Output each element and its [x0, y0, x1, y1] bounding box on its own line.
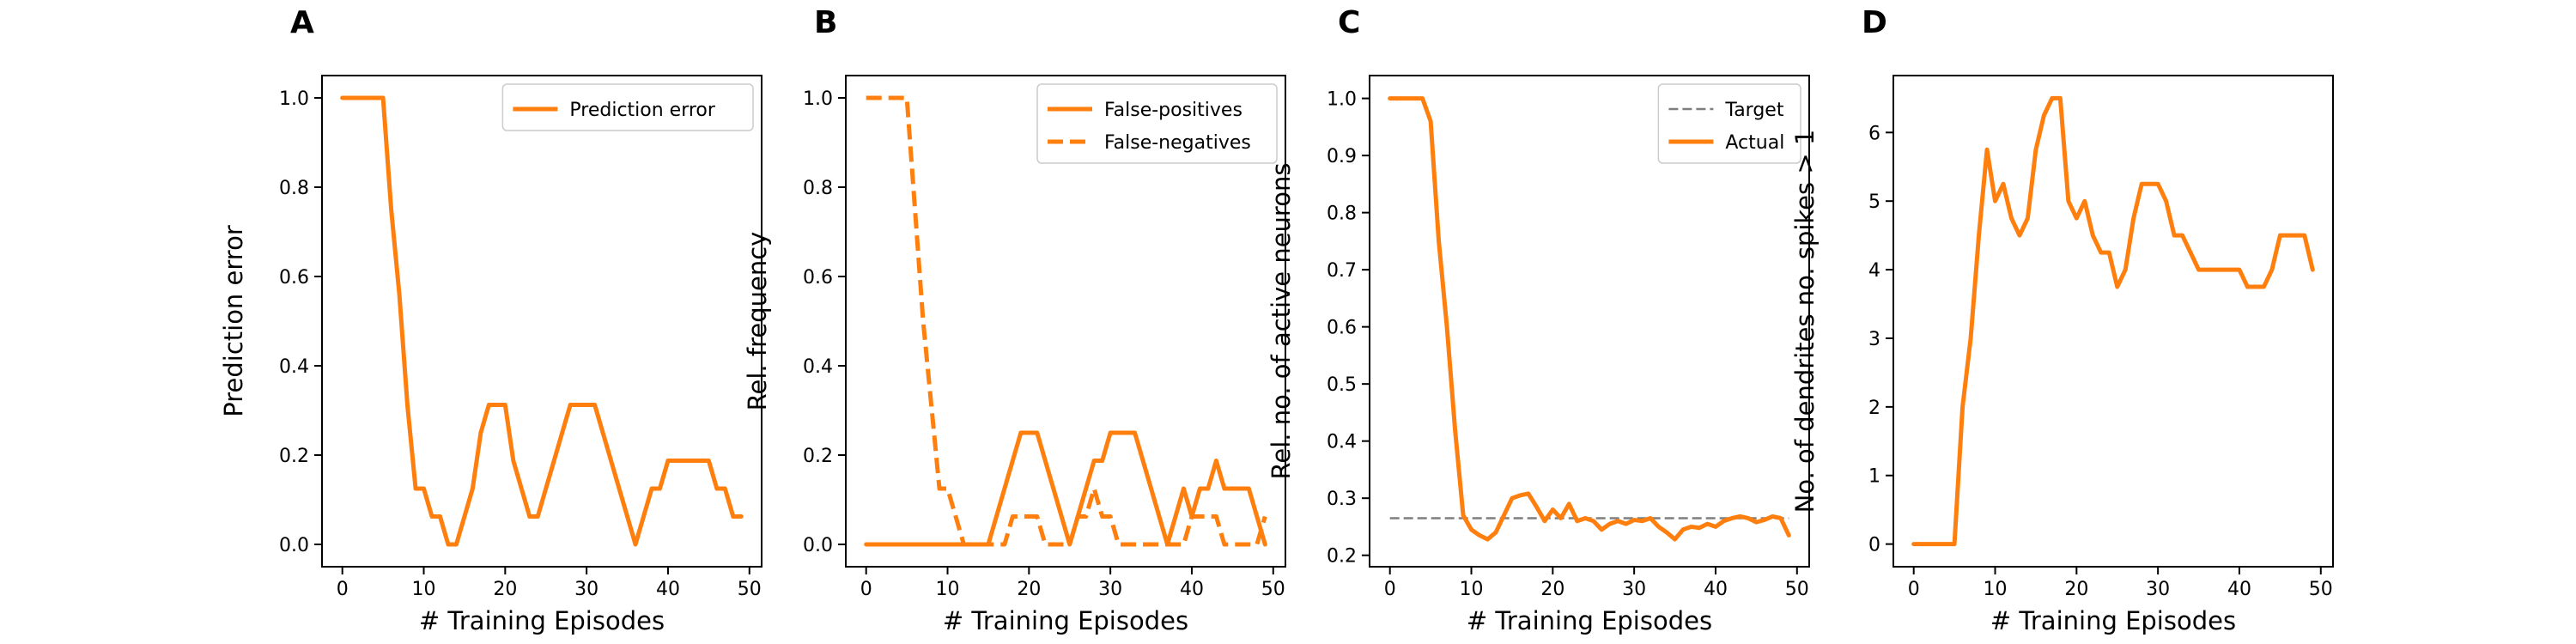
series-line-series: [1911, 95, 2315, 547]
legend-box: [1036, 83, 1278, 164]
y-tick-label: 0.7: [1327, 260, 1357, 282]
series-line-false-negatives: [866, 95, 1267, 547]
y-tick-label: 0.4: [279, 356, 309, 378]
y-tick-label: 5: [1868, 191, 1880, 213]
y-tick-label: 0.3: [1327, 489, 1357, 510]
x-tick-label: 40: [1704, 579, 1728, 600]
y-tick-label: 0.4: [1327, 432, 1357, 453]
legend: Prediction error: [501, 83, 754, 131]
legend: Target Actual: [1657, 83, 1801, 164]
y-axis-label: Prediction error: [219, 225, 248, 417]
y-tick-label: 0.0: [279, 535, 309, 556]
y-tick-label: 0.5: [1327, 374, 1357, 396]
x-tick-label: 30: [1622, 579, 1646, 600]
x-tick-label: 0: [337, 579, 349, 600]
y-tick-label: 0.8: [803, 178, 833, 199]
x-tick-label: 40: [1180, 579, 1204, 600]
series-line-false-positives: [864, 430, 1267, 547]
x-tick-label: 0: [860, 579, 872, 600]
legend: False-positives False-negatives: [1036, 83, 1278, 164]
x-tick-label: 50: [1261, 579, 1285, 600]
x-tick-label: 40: [2227, 579, 2251, 600]
x-tick-label: 20: [2064, 579, 2088, 600]
y-tick-label: 1: [1868, 466, 1880, 488]
y-tick-label: 1.0: [279, 88, 309, 110]
y-tick-label: 0.0: [803, 535, 833, 556]
x-axis-label: # Training Episodes: [1467, 606, 1712, 635]
legend-entry: Target: [1724, 100, 1783, 121]
y-axis-label: Rel. no. of active neurons: [1267, 163, 1296, 480]
x-tick-label: 10: [1460, 579, 1484, 600]
plot-frame: [1893, 75, 2334, 568]
x-tick-label: 20: [1017, 579, 1041, 600]
panel-letter-d: D: [1862, 5, 1887, 40]
x-tick-label: 30: [574, 579, 598, 600]
y-tick-label: 0.9: [1327, 146, 1357, 167]
x-tick-label: 30: [2146, 579, 2170, 600]
series-line-actual: [1388, 96, 1791, 542]
x-axis-label: # Training Episodes: [419, 606, 665, 635]
y-tick-label: 0: [1868, 535, 1880, 556]
y-tick-label: 3: [1868, 329, 1880, 350]
y-tick-label: 2: [1868, 398, 1880, 419]
legend-entry: Prediction error: [569, 100, 715, 121]
y-tick-label: 0.8: [1327, 204, 1357, 225]
y-tick-label: 0.6: [279, 267, 309, 289]
y-tick-label: 0.2: [803, 446, 833, 467]
x-axis-label: # Training Episodes: [943, 606, 1188, 635]
x-tick-label: 50: [2309, 579, 2333, 600]
y-tick-label: 0.6: [803, 267, 833, 289]
panel-letter-a: A: [290, 5, 314, 40]
y-tick-label: 4: [1868, 260, 1880, 282]
x-tick-label: 0: [1908, 579, 1920, 600]
series-line-prediction-error: [340, 95, 744, 547]
plot-frame: [845, 75, 1286, 568]
legend-box: [501, 83, 754, 131]
x-tick-label: 10: [936, 579, 960, 600]
y-tick-label: 0.4: [803, 356, 833, 378]
legend-entry: False-positives: [1104, 100, 1242, 121]
x-tick-label: 10: [1984, 579, 2008, 600]
plot-frame: [321, 75, 762, 568]
y-axis-label: Rel. frequency: [743, 232, 772, 411]
y-tick-label: 0.2: [279, 446, 309, 467]
panel-letter-b: B: [814, 5, 837, 40]
legend-entry: False-negatives: [1104, 132, 1251, 154]
x-tick-label: 20: [1540, 579, 1564, 600]
y-tick-label: 0.8: [279, 178, 309, 199]
panel-letter-c: C: [1338, 5, 1360, 40]
plot-frame: [1369, 75, 1810, 568]
x-tick-label: 50: [738, 579, 762, 600]
x-tick-label: 40: [656, 579, 680, 600]
x-tick-label: 20: [493, 579, 517, 600]
legend-entry: Actual: [1725, 132, 1784, 154]
x-tick-label: 30: [1098, 579, 1122, 600]
y-tick-label: 0.2: [1327, 546, 1357, 568]
panel-c: C 0 10 20 30 40 50 0.2 0.3 0.4 0.5 0.6 0.7 0.8 0.9 1.0…: [1267, 5, 1810, 635]
x-tick-label: 50: [1785, 579, 1809, 600]
panel-a: A 0 10 20 30 40 50 0.0 0.2 0.4 0.6 0.8 1.0 # Trainin…: [219, 5, 762, 635]
y-tick-label: 1.0: [1327, 89, 1357, 111]
x-tick-label: 0: [1384, 579, 1396, 600]
y-axis-label: No. of dendrites no. spikes > 1: [1790, 130, 1820, 513]
y-tick-label: 6: [1868, 123, 1880, 144]
x-tick-label: 10: [412, 579, 436, 600]
panel-d: D 0 10 20 30 40 50 0 1 2 3 4 5 6 # Training Episodes N…: [1790, 5, 2334, 635]
panel-b: B 0 10 20 30 40 50 0.0 0.2 0.4 0.6 0.8 1.0 # Trainin…: [743, 5, 1286, 635]
y-tick-label: 0.6: [1327, 318, 1357, 339]
y-tick-label: 1.0: [803, 88, 833, 110]
x-axis-label: # Training Episodes: [1990, 606, 2236, 635]
